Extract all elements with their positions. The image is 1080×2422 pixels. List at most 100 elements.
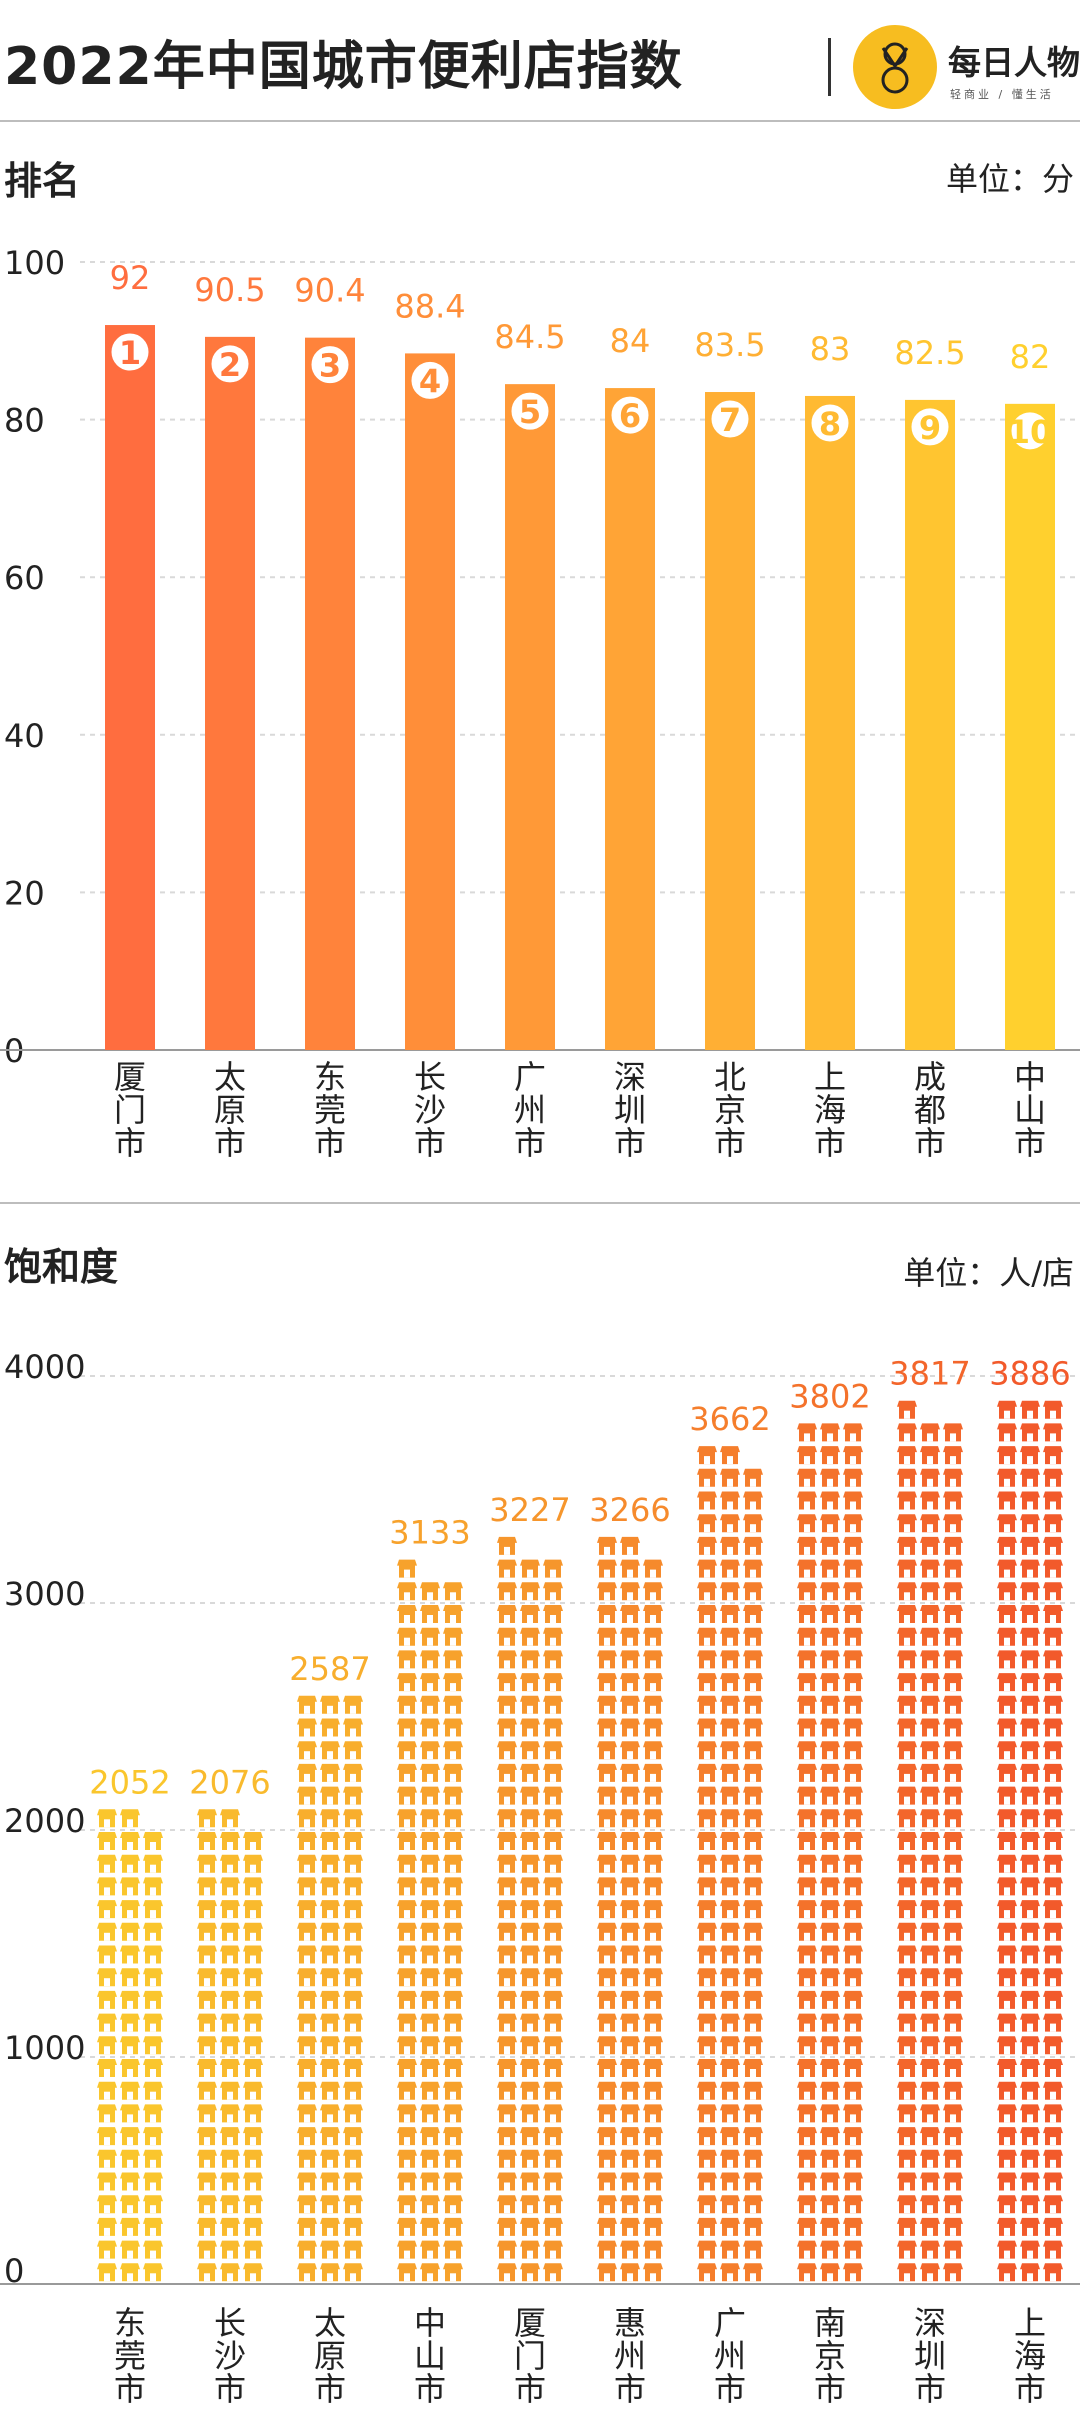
store-icon: [943, 1786, 963, 1805]
store-door: [704, 1615, 710, 1623]
store-door: [904, 1955, 910, 1964]
store-door: [204, 2227, 210, 2236]
store-icon: [197, 1922, 217, 1941]
store-icon: [720, 1809, 740, 1828]
store-icon: [897, 2149, 917, 2168]
store-icon: [997, 2195, 1017, 2214]
store-icon: [720, 1945, 740, 1964]
store-door: [727, 1728, 733, 1737]
store-door: [427, 1955, 433, 1964]
store-icon: [897, 1468, 917, 1487]
store-icon: [820, 1491, 840, 1510]
store-icon: [897, 2059, 917, 2077]
store-icon: [897, 2013, 917, 2032]
store-door: [804, 1751, 810, 1760]
store-door: [527, 2159, 533, 2168]
store-icon: [843, 1922, 863, 1941]
store-icon: [920, 1559, 940, 1578]
store-door: [527, 1637, 533, 1646]
store-icon: [520, 2059, 540, 2077]
store-icon: [220, 1900, 240, 1919]
store-door: [504, 2114, 510, 2123]
store-door: [1050, 1842, 1056, 1850]
store-door: [704, 1637, 710, 1646]
store-icon: [520, 1718, 540, 1737]
store-icon: [597, 2195, 617, 2214]
store-icon: [720, 1673, 740, 1692]
store-icon: [97, 2195, 117, 2214]
store-icon: [97, 1877, 117, 1896]
store-door: [527, 1910, 533, 1919]
store-door: [827, 1932, 833, 1941]
store-icon: [397, 2036, 417, 2055]
store-icon: [297, 2059, 317, 2077]
store-door: [804, 1501, 810, 1510]
store-door: [350, 2273, 356, 2282]
store-icon: [197, 2195, 217, 2214]
store-door: [1004, 1751, 1010, 1760]
store-icon: [643, 1582, 663, 1601]
store-icon: [443, 1582, 463, 1601]
store-door: [104, 1819, 110, 1828]
store-icon: [297, 2240, 317, 2259]
store-icon: [697, 1763, 717, 1782]
data-label: 2052: [89, 1763, 170, 1801]
brand-logo-icon: [853, 25, 937, 109]
store-door: [650, 2250, 656, 2259]
store-door: [750, 1569, 756, 1578]
store-icon: [743, 1786, 763, 1805]
store-icon: [897, 1559, 917, 1578]
store-door: [804, 1910, 810, 1919]
store-icon: [497, 2059, 517, 2077]
store-door: [450, 2137, 456, 2146]
store-icon: [720, 1763, 740, 1782]
store-icon: [320, 2013, 340, 2032]
store-icon: [697, 2195, 717, 2214]
store-door: [250, 2046, 256, 2055]
store-door: [950, 1660, 956, 1669]
store-door: [604, 1637, 610, 1646]
store-door: [127, 2114, 133, 2123]
store-icon: [297, 1786, 317, 1805]
store-icon: [897, 2240, 917, 2259]
store-door: [204, 1910, 210, 1919]
store-door: [1050, 2182, 1056, 2191]
store-door: [827, 1615, 833, 1623]
store-door: [750, 2000, 756, 2009]
store-door: [750, 1637, 756, 1646]
store-door: [427, 1864, 433, 1873]
store-door: [750, 1728, 756, 1737]
store-icon: [843, 2149, 863, 2168]
store-door: [1050, 1546, 1056, 1555]
store-icon-stack: [697, 1446, 763, 2282]
store-icon: [797, 1695, 817, 1714]
store-door: [850, 1569, 856, 1578]
store-door: [850, 2091, 856, 2100]
store-icon: [420, 2013, 440, 2032]
store-icon: [797, 2036, 817, 2055]
store-door: [127, 2046, 133, 2055]
store-icon: [120, 1809, 140, 1828]
x-tick-label: 上海市: [814, 1058, 846, 1162]
data-label: 83: [810, 330, 851, 368]
store-icon: [897, 2172, 917, 2191]
store-door: [427, 1683, 433, 1692]
store-door: [727, 2205, 733, 2214]
store-door: [450, 1932, 456, 1941]
store-door: [750, 1683, 756, 1692]
store-icon: [1043, 1423, 1063, 1442]
store-door: [550, 2250, 556, 2259]
store-icon: [443, 1877, 463, 1896]
store-door: [804, 1660, 810, 1669]
store-icon: [397, 1945, 417, 1964]
store-icon: [697, 2013, 717, 2032]
store-icon: [843, 1968, 863, 1987]
store-door: [827, 1705, 833, 1714]
store-icon: [220, 2263, 240, 2282]
bar: [405, 353, 455, 1051]
store-door: [1004, 2273, 1010, 2282]
store-icon: [543, 2104, 563, 2123]
store-door: [750, 2091, 756, 2100]
store-door: [150, 1864, 156, 1873]
store-door: [1004, 1524, 1010, 1533]
